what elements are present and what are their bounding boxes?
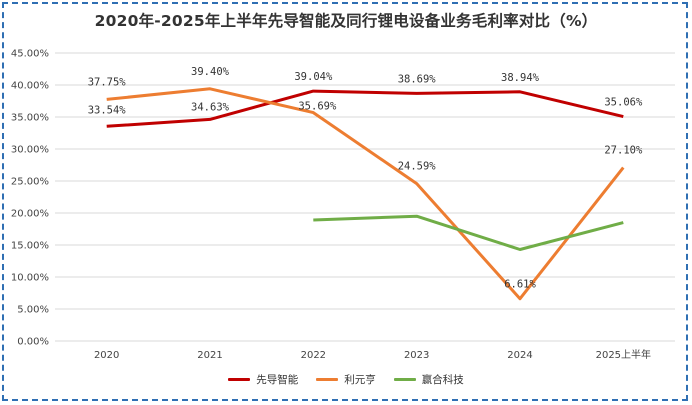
data-label: 33.54% [88, 104, 127, 116]
data-label: 35.06% [604, 97, 643, 109]
series-line-0 [106, 89, 624, 128]
legend-item: 利元亨 [316, 372, 376, 387]
legend-item: 赢合科技 [393, 372, 464, 387]
chart-legend: 先导智能 利元亨 赢合科技 [0, 372, 692, 387]
data-label: 39.40% [191, 66, 230, 78]
y-tick-label: 20.00% [11, 209, 49, 220]
y-tick-label: 10.00% [11, 273, 49, 284]
y-tick-label: 45.00% [11, 49, 49, 60]
x-tick-label: 2022 [301, 350, 326, 361]
series-line-2 [313, 214, 624, 251]
x-tick-label: 2023 [404, 350, 429, 361]
legend-item: 先导智能 [228, 372, 298, 387]
x-tick-label: 2021 [197, 350, 222, 361]
data-label: 34.63% [191, 101, 230, 113]
data-label: 27.10% [604, 145, 643, 157]
legend-swatch [393, 378, 416, 381]
y-tick-label: 5.00% [17, 305, 49, 316]
legend-label: 利元亨 [344, 374, 376, 386]
data-label: 38.69% [398, 73, 437, 85]
data-label: 38.94% [501, 72, 540, 84]
legend-label: 赢合科技 [421, 374, 464, 386]
y-tick-label: 0.00% [17, 337, 49, 348]
legend-label: 先导智能 [256, 374, 299, 386]
data-label: 35.69% [298, 101, 337, 113]
data-label: 6.61% [504, 279, 536, 291]
legend-swatch [316, 378, 339, 381]
y-tick-label: 15.00% [11, 241, 49, 252]
data-label: 39.04% [294, 71, 333, 83]
y-tick-label: 35.00% [11, 113, 49, 124]
x-tick-label: 2025上半年 [596, 348, 651, 361]
data-label: 24.59% [398, 161, 437, 173]
series-line-1 [106, 87, 625, 301]
chart-frame [2, 2, 688, 401]
x-tick-label: 2024 [507, 350, 532, 361]
y-tick-label: 40.00% [11, 81, 49, 92]
chart-title: 2020年-2025年上半年先导智能及同行锂电设备业务毛利率对比（%） [94, 12, 598, 30]
y-tick-label: 25.00% [11, 177, 49, 188]
x-tick-label: 2020 [94, 350, 119, 361]
y-tick-label: 30.00% [11, 145, 49, 156]
data-label: 37.75% [88, 76, 127, 88]
legend-swatch [228, 378, 251, 381]
